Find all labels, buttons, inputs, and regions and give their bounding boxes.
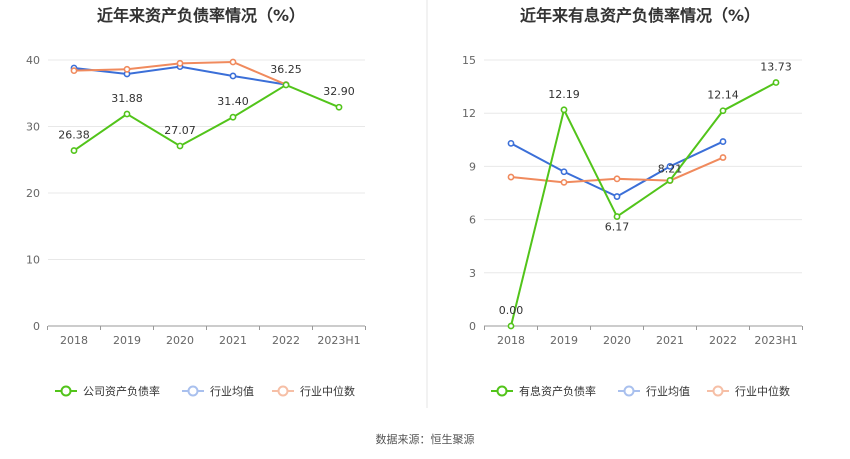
series-line-1 [510,81,777,327]
legend-swatch-marker [187,385,199,397]
y-tick-label: 20 [26,187,40,200]
legend-item-1: 公司资产负债率 [55,384,160,398]
y-tick-label: 10 [26,254,40,267]
x-tick-label: 2023H1 [317,334,360,347]
legend-item-2: 行业均值 [618,385,690,398]
chart-1: 近年来资产负债率情况（%） 0 10 20 30 40 2018 2019 2020 2021 20… [26,6,366,398]
legend-swatch-marker [60,385,72,397]
y-tick-label: 15 [462,54,476,67]
data-point [772,79,780,86]
data-point [176,59,184,67]
data-label: 27.07 [164,124,196,137]
y-tick-label: 30 [26,121,40,134]
legend-swatch-marker [277,385,289,397]
y-tick-label: 40 [26,54,40,67]
data-point [666,162,674,170]
data-point [507,173,515,181]
data-point [560,106,568,114]
data-point [123,65,131,73]
data-point [613,193,621,200]
chart-title: 近年来有息资产负债率情况（%） [520,6,760,25]
x-tick-label: 2020 [603,334,631,347]
data-point [613,175,621,183]
data-label: 0.00 [499,304,524,317]
data-point [70,67,78,75]
legend-item-1: 有息资产负债率 [491,384,596,398]
x-tick-label: 2023H1 [754,334,797,347]
x-tick-label: 2021 [219,334,247,347]
x-tick-label: 2022 [272,334,300,347]
data-point [560,178,568,186]
x-tick-label: 2019 [113,334,141,347]
series-line-1 [73,83,340,152]
y-tick-label: 6 [469,214,476,227]
data-point [560,168,568,176]
data-point [719,107,727,115]
legend-label: 行业均值 [210,385,254,398]
data-point [507,322,515,330]
data-label: 31.88 [111,92,143,105]
x-tick-label: 2019 [550,334,578,347]
y-tick-label: 12 [462,107,476,120]
data-point [176,142,184,150]
data-point [229,58,237,66]
data-point [613,213,621,220]
legend-swatch-marker [496,385,508,397]
chart-2: 近年来有息资产负债率情况（%） 0 3 6 9 12 15 2018 2019 2020 2021 2… [462,6,803,398]
data-point [229,113,237,121]
data-point [70,147,78,154]
legend-label: 行业中位数 [735,384,790,398]
data-point [282,81,290,89]
legend-label: 行业中位数 [300,384,355,398]
data-label: 26.38 [58,129,90,142]
x-tick-label: 2022 [709,334,737,347]
x-tick-label: 2021 [656,334,684,347]
x-tick-label: 2020 [166,334,194,347]
data-label: 6.17 [605,221,630,234]
legend-label: 有息资产负债率 [519,384,596,398]
y-tick-label: 0 [33,320,40,333]
legend-item-3: 行业中位数 [272,384,355,398]
y-tick-label: 0 [469,320,476,333]
y-tick-label: 3 [469,267,476,280]
data-source-note: 数据来源：恒生聚源 [376,432,475,446]
legend-label: 行业均值 [646,385,690,398]
data-label: 8.21 [658,162,683,175]
data-point [719,154,727,161]
series-line-2 [510,140,724,198]
legend-item-3: 行业中位数 [707,384,790,398]
legend-swatch-marker [712,385,724,397]
data-label: 12.14 [707,89,739,102]
data-point [719,138,727,145]
legend-swatch-marker [623,385,635,397]
legend-item-2: 行业均值 [182,385,254,398]
x-tick-label: 2018 [60,334,88,347]
data-label: 31.40 [217,95,249,108]
data-point [335,103,343,111]
x-tick-label: 2018 [497,334,525,347]
data-point [229,72,237,80]
data-label: 32.90 [323,85,355,98]
data-point [123,110,131,118]
data-point [507,139,515,147]
legend-label: 公司资产负债率 [83,384,160,398]
data-label: 12.19 [548,88,580,101]
data-point [666,177,674,184]
chart-title: 近年来资产负债率情况（%） [97,6,305,25]
y-tick-label: 9 [469,160,476,173]
data-label: 13.73 [760,61,792,74]
data-label: 36.25 [270,63,302,76]
